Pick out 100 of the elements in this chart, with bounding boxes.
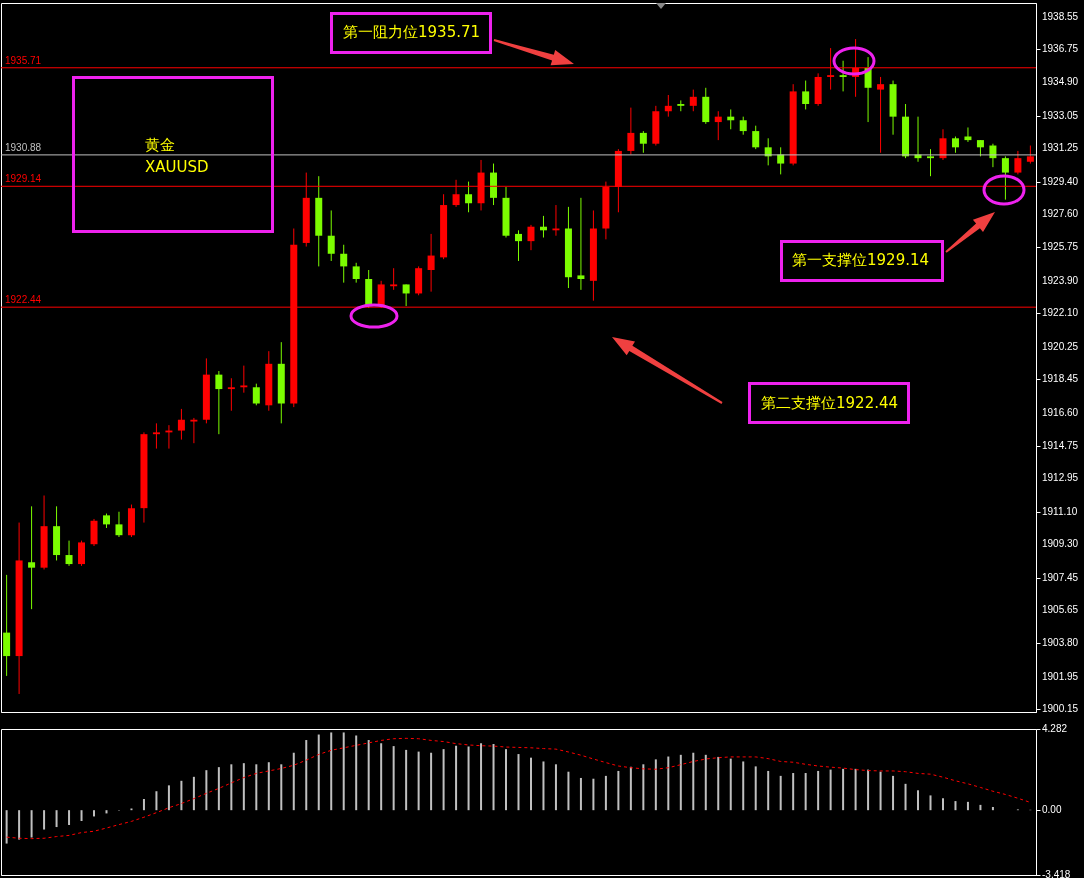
- bar: [754, 766, 757, 811]
- y-tick-label: 1923.90: [1042, 274, 1079, 286]
- bar: [242, 763, 245, 811]
- bar: [205, 770, 208, 811]
- y-tick-label: 1900.15: [1042, 703, 1079, 715]
- candlestick: [1014, 150, 1022, 175]
- candlestick: [402, 283, 410, 307]
- bar: [642, 764, 645, 811]
- bar: [55, 810, 58, 828]
- ref-line-label: 1922.44: [5, 294, 42, 306]
- y-tick-label: 4.282: [1042, 723, 1068, 734]
- bar: [529, 757, 532, 811]
- candlestick: [527, 224, 535, 251]
- candlestick: [78, 540, 86, 567]
- bar: [629, 766, 632, 811]
- bar: [405, 749, 408, 811]
- candlestick: [340, 244, 348, 284]
- candlestick: [215, 370, 223, 435]
- candlestick: [65, 540, 73, 567]
- bar: [979, 804, 982, 811]
- candlestick: [689, 89, 697, 112]
- y-tick-label: 1905.65: [1042, 604, 1079, 616]
- candlestick: [115, 511, 123, 538]
- y-tick-label: 1927.60: [1042, 208, 1079, 220]
- annotation: 黄金: [145, 136, 175, 154]
- bar: [505, 749, 508, 811]
- bar: [180, 780, 183, 811]
- y-tick-label: 1901.95: [1042, 670, 1079, 682]
- y-tick-label: -3.418: [1042, 869, 1071, 878]
- bar: [542, 761, 545, 811]
- candlestick: [352, 262, 360, 284]
- candlestick: [714, 110, 722, 141]
- bar: [554, 764, 557, 811]
- bar: [43, 810, 46, 830]
- bar: [430, 752, 433, 811]
- annotation: 第二支撑位1922.44: [761, 394, 899, 412]
- bar: [604, 775, 607, 811]
- bar: [167, 785, 170, 811]
- candlestick: [664, 94, 672, 118]
- bar: [480, 743, 483, 811]
- bar: [280, 764, 283, 811]
- bar: [667, 756, 670, 811]
- bar: [917, 790, 920, 811]
- bar: [105, 810, 108, 814]
- bar: [330, 732, 333, 811]
- bar: [492, 744, 495, 811]
- y-tick-label: 1938.55: [1042, 10, 1079, 22]
- bar: [579, 777, 582, 811]
- line-series: [6, 737, 1031, 840]
- bar: [305, 740, 308, 811]
- ref-line-label: 1935.71: [5, 54, 42, 66]
- candlestick: [839, 60, 847, 92]
- bar: [879, 771, 882, 811]
- bar: [5, 810, 8, 844]
- candlestick: [627, 107, 635, 156]
- candlestick: [1026, 145, 1034, 165]
- candlestick: [252, 383, 260, 406]
- bar: [704, 754, 707, 811]
- bar: [230, 764, 233, 811]
- bar: [929, 795, 932, 811]
- candlestick: [465, 181, 473, 213]
- candlestick: [28, 505, 36, 610]
- y-tick-label: 1912.95: [1042, 472, 1079, 484]
- ref-line-label: 1929.14: [5, 173, 42, 185]
- bar: [991, 806, 994, 811]
- bar: [742, 761, 745, 811]
- candlestick: [515, 229, 522, 262]
- bar: [617, 770, 620, 811]
- y-tick-label: 1918.45: [1042, 373, 1079, 385]
- bar: [817, 770, 820, 811]
- annotation: 第一支撑位1929.14: [792, 251, 930, 269]
- bar: [717, 756, 720, 811]
- candlestick: [390, 267, 398, 291]
- bar: [567, 771, 570, 811]
- y-tick-label: 1929.40: [1042, 175, 1079, 187]
- bar: [779, 775, 782, 811]
- bar: [654, 759, 657, 811]
- y-tick-label: 1936.75: [1042, 43, 1079, 54]
- bar: [342, 732, 345, 811]
- bar: [867, 769, 870, 811]
- candlestick: [739, 116, 747, 136]
- y-tick-label: 1920.25: [1042, 340, 1079, 352]
- bar: [592, 778, 595, 811]
- bar: [30, 810, 33, 838]
- candlestick: [639, 130, 647, 154]
- y-tick-label: 1909.30: [1042, 538, 1079, 550]
- bar: [679, 754, 682, 811]
- candlestick: [939, 128, 947, 161]
- candlestick: [3, 574, 11, 677]
- bar: [93, 810, 96, 817]
- bar: [255, 764, 258, 811]
- ref-line-label: 1930.88: [5, 141, 42, 153]
- bar: [842, 768, 845, 811]
- bar: [692, 752, 695, 811]
- bar: [467, 746, 470, 811]
- bar: [442, 749, 445, 811]
- bar: [142, 799, 145, 811]
- bar: [892, 775, 895, 811]
- bar: [367, 740, 370, 811]
- bar: [417, 751, 420, 811]
